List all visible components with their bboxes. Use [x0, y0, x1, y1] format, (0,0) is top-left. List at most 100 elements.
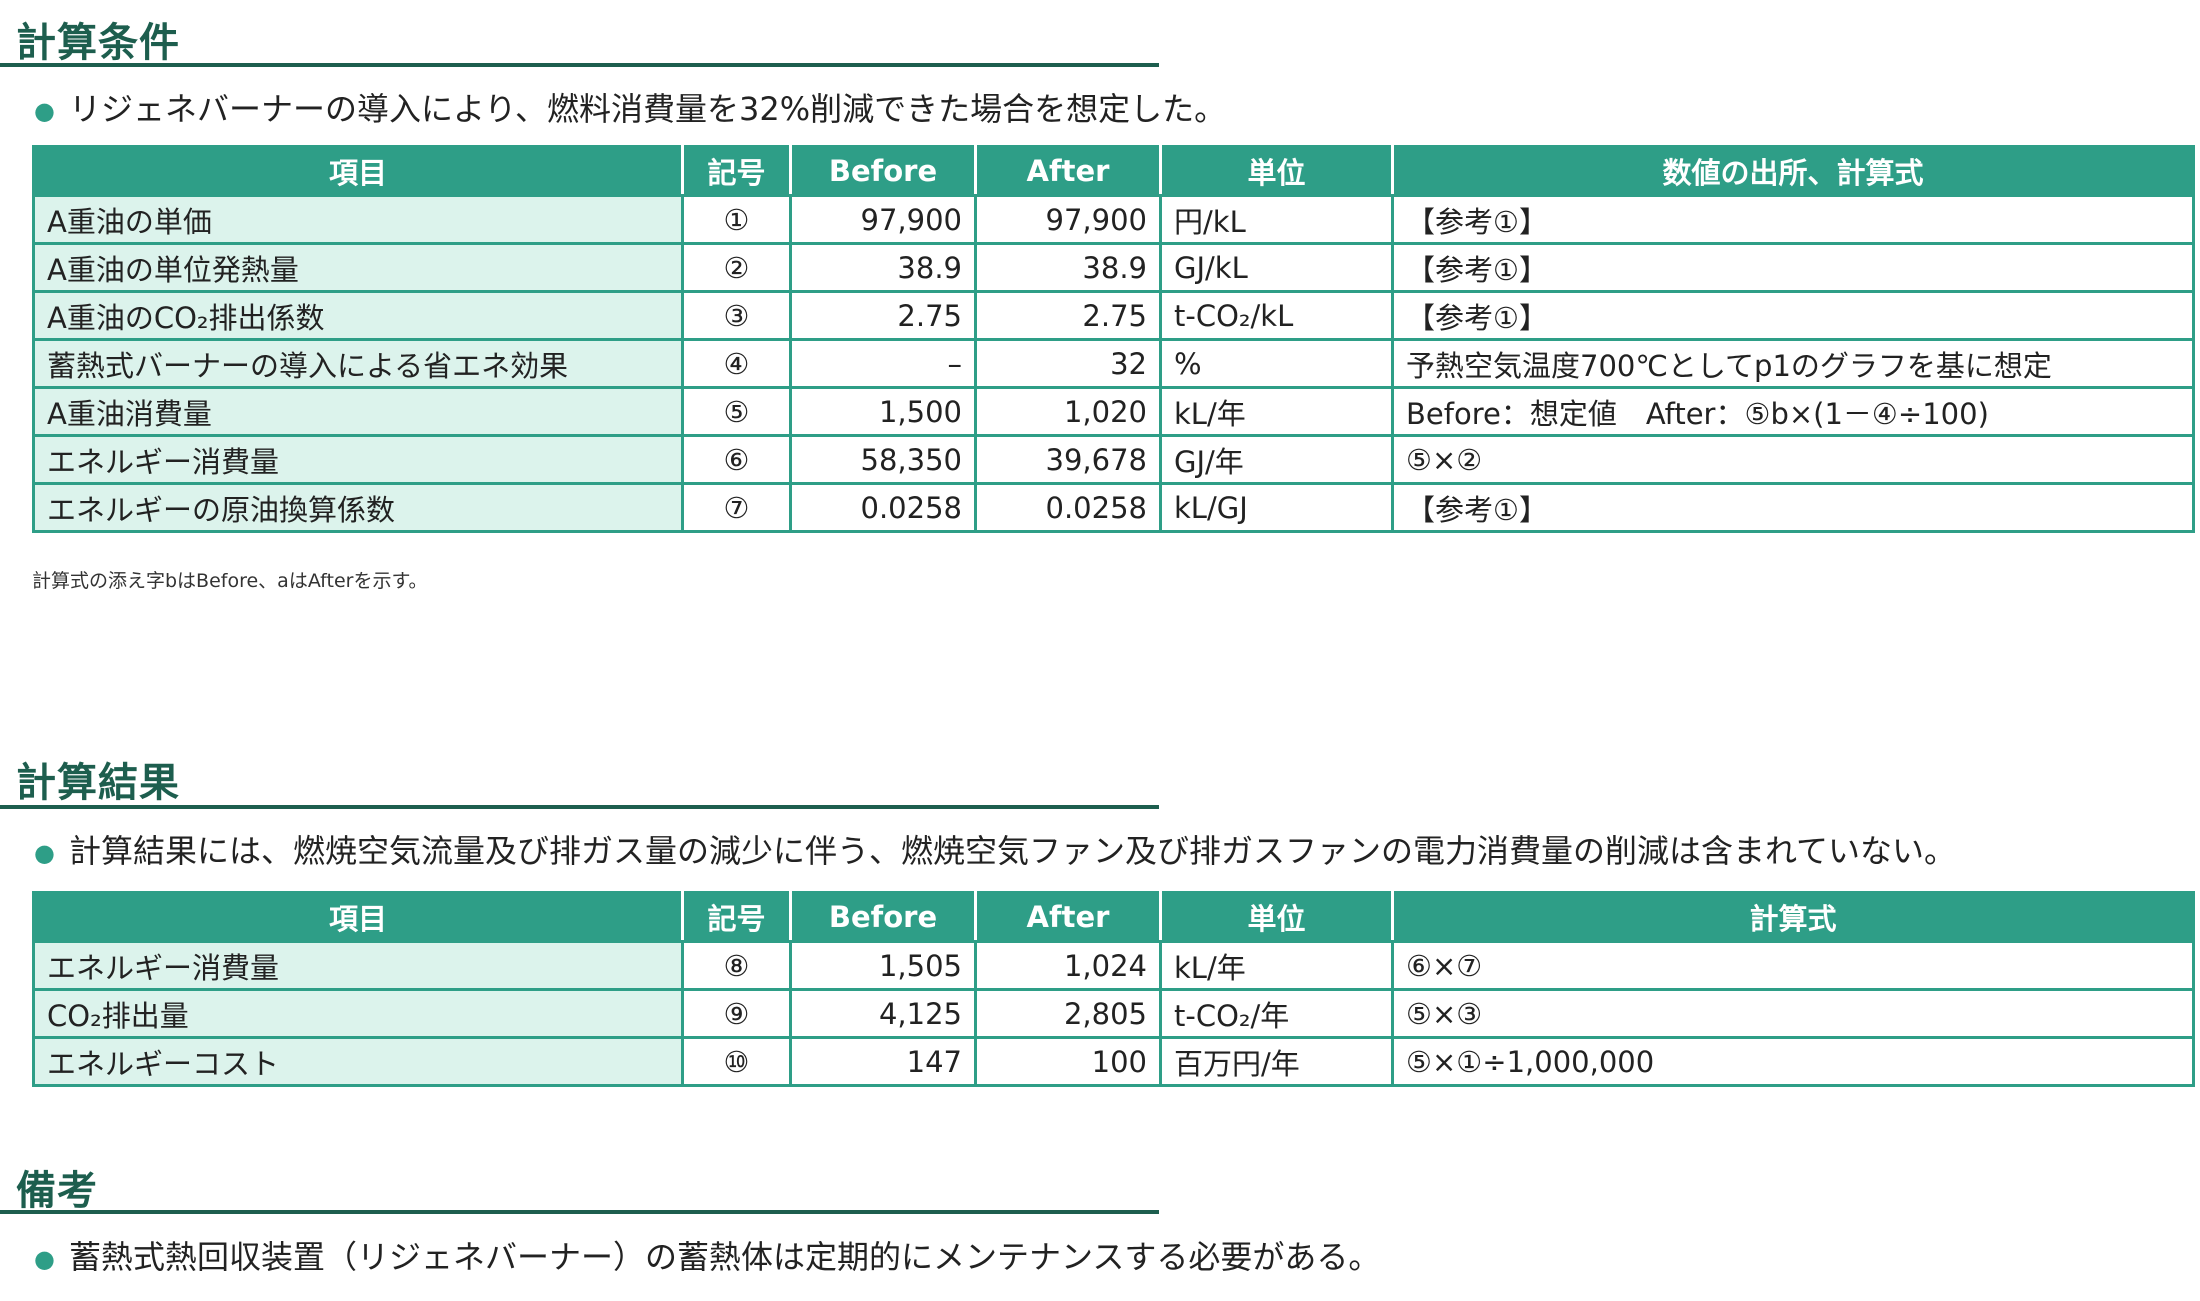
cell-unit: kL/GJ	[1159, 482, 1394, 533]
cell-item: A重油のCO₂排出係数	[32, 290, 684, 341]
cell-item: A重油消費量	[32, 386, 684, 437]
column-header: Before	[789, 145, 977, 197]
cell-source: 【参考①】	[1391, 242, 2195, 293]
cell-symbol: ②	[681, 242, 792, 293]
cell-source: ⑥×⑦	[1391, 940, 2195, 991]
cell-source: 【参考①】	[1391, 482, 2195, 533]
cell-unit: kL/年	[1159, 940, 1394, 991]
column-header: After	[974, 145, 1162, 197]
cell-before: –	[789, 338, 977, 389]
cell-before: 2.75	[789, 290, 977, 341]
bullet-dot-icon: ●	[34, 97, 55, 125]
section-divider	[0, 805, 1159, 809]
table-row: A重油のCO₂排出係数 ③ 2.75 2.75 t-CO₂/kL 【参考①】	[32, 290, 2195, 341]
cell-before: 0.0258	[789, 482, 977, 533]
column-header: 項目	[32, 891, 684, 943]
cell-before: 1,500	[789, 386, 977, 437]
column-header: 単位	[1159, 891, 1394, 943]
bullet-text: 計算結果には、燃焼空気流量及び排ガス量の減少に伴う、燃焼空気ファン及び排ガスファ…	[68, 832, 1956, 870]
cell-source: Before：想定値 After：⑤b×(1－④÷100)	[1391, 386, 2195, 437]
cell-unit: GJ/年	[1159, 434, 1394, 485]
conditions-table: 項目 記号 Before After 単位 数値の出所、計算式 A重油の単価 ① 97,900 9…	[32, 145, 2195, 533]
bullet-text: リジェネバーナーの導入により、燃料消費量を32%削減できた場合を想定した。	[68, 90, 1227, 128]
column-header: After	[974, 891, 1162, 943]
table-row: エネルギー消費量 ⑧ 1,505 1,024 kL/年 ⑥×⑦	[32, 940, 2195, 991]
cell-symbol: ⑨	[681, 988, 792, 1039]
bullet-text: 蓄熱式熱回収装置（リジェネバーナー）の蓄熱体は定期的にメンテナンスする必要がある…	[68, 1238, 1381, 1276]
table-row: CO₂排出量 ⑨ 4,125 2,805 t-CO₂/年 ⑤×③	[32, 988, 2195, 1039]
column-header: 記号	[681, 891, 792, 943]
bullet-results: ● 計算結果には、燃焼空気流量及び排ガス量の減少に伴う、燃焼空気ファン及び排ガスフ…	[34, 826, 1956, 872]
cell-item: エネルギー消費量	[32, 940, 684, 991]
table-row: エネルギーの原油換算係数 ⑦ 0.0258 0.0258 kL/GJ 【参考①】	[32, 482, 2195, 533]
cell-source: 【参考①】	[1391, 290, 2195, 341]
cell-after: 0.0258	[974, 482, 1162, 533]
table-row: A重油の単価 ① 97,900 97,900 円/kL 【参考①】	[32, 194, 2195, 245]
cell-before: 4,125	[789, 988, 977, 1039]
cell-item: エネルギー消費量	[32, 434, 684, 485]
cell-item: A重油の単位発熱量	[32, 242, 684, 293]
cell-after: 2.75	[974, 290, 1162, 341]
cell-source: ⑤×③	[1391, 988, 2195, 1039]
cell-after: 100	[974, 1036, 1162, 1087]
column-header: 数値の出所、計算式	[1391, 145, 2195, 197]
cell-item: A重油の単価	[32, 194, 684, 245]
section-title-remarks: 備考	[16, 1168, 98, 1214]
cell-symbol: ⑧	[681, 940, 792, 991]
cell-before: 38.9	[789, 242, 977, 293]
cell-after: 1,024	[974, 940, 1162, 991]
cell-source: ⑤×①÷1,000,000	[1391, 1036, 2195, 1087]
cell-before: 58,350	[789, 434, 977, 485]
results-table: 項目 記号 Before After 単位 計算式 エネルギー消費量 ⑧ 1,505 1,024 k…	[32, 891, 2195, 1087]
bullet-dot-icon: ●	[34, 1245, 55, 1273]
cell-unit: %	[1159, 338, 1394, 389]
cell-before: 147	[789, 1036, 977, 1087]
cell-symbol: ④	[681, 338, 792, 389]
header-row: 項目 記号 Before After 単位 数値の出所、計算式	[32, 145, 2195, 197]
cell-symbol: ⑦	[681, 482, 792, 533]
cell-symbol: ⑥	[681, 434, 792, 485]
cell-after: 32	[974, 338, 1162, 389]
cell-item: CO₂排出量	[32, 988, 684, 1039]
cell-before: 97,900	[789, 194, 977, 245]
section-title-conditions: 計算条件	[16, 20, 180, 66]
cell-unit: 百万円/年	[1159, 1036, 1394, 1087]
cell-source: ⑤×②	[1391, 434, 2195, 485]
cell-unit: t-CO₂/年	[1159, 988, 1394, 1039]
cell-unit: kL/年	[1159, 386, 1394, 437]
cell-symbol: ⑤	[681, 386, 792, 437]
section-divider	[0, 63, 1159, 67]
cell-after: 2,805	[974, 988, 1162, 1039]
cell-after: 39,678	[974, 434, 1162, 485]
cell-symbol: ③	[681, 290, 792, 341]
column-header: 単位	[1159, 145, 1394, 197]
cell-source: 【参考①】	[1391, 194, 2195, 245]
cell-item: エネルギーコスト	[32, 1036, 684, 1087]
column-header: 項目	[32, 145, 684, 197]
table-row: エネルギー消費量 ⑥ 58,350 39,678 GJ/年 ⑤×②	[32, 434, 2195, 485]
cell-before: 1,505	[789, 940, 977, 991]
section-title-results: 計算結果	[16, 760, 180, 806]
cell-unit: GJ/kL	[1159, 242, 1394, 293]
cell-source: 予熱空気温度700℃としてp1のグラフを基に想定	[1391, 338, 2195, 389]
table-row: A重油の単位発熱量 ② 38.9 38.9 GJ/kL 【参考①】	[32, 242, 2195, 293]
bullet-conditions: ● リジェネバーナーの導入により、燃料消費量を32%削減できた場合を想定した。	[34, 84, 1226, 130]
cell-after: 97,900	[974, 194, 1162, 245]
cell-unit: 円/kL	[1159, 194, 1394, 245]
footnote: 計算式の添え字bはBefore、aはAfterを示す。	[32, 570, 428, 592]
cell-symbol: ①	[681, 194, 792, 245]
cell-item: 蓄熱式バーナーの導入による省エネ効果	[32, 338, 684, 389]
header-row: 項目 記号 Before After 単位 計算式	[32, 891, 2195, 943]
cell-symbol: ⑩	[681, 1036, 792, 1087]
table-row: A重油消費量 ⑤ 1,500 1,020 kL/年 Before：想定値 After：⑤b…	[32, 386, 2195, 437]
section-divider	[0, 1210, 1159, 1214]
column-header: 記号	[681, 145, 792, 197]
bullet-remarks: ● 蓄熱式熱回収装置（リジェネバーナー）の蓄熱体は定期的にメンテナンスする必要があ…	[34, 1232, 1380, 1278]
column-header: Before	[789, 891, 977, 943]
column-header: 計算式	[1391, 891, 2195, 943]
table-row: 蓄熱式バーナーの導入による省エネ効果 ④ –32% 予熱空気温度700℃としてp1のグ…	[32, 338, 2195, 389]
cell-unit: t-CO₂/kL	[1159, 290, 1394, 341]
table-row: エネルギーコスト ⑩ 147 100 百万円/年 ⑤×①÷1,000,000	[32, 1036, 2195, 1087]
bullet-dot-icon: ●	[34, 839, 55, 867]
cell-after: 1,020	[974, 386, 1162, 437]
